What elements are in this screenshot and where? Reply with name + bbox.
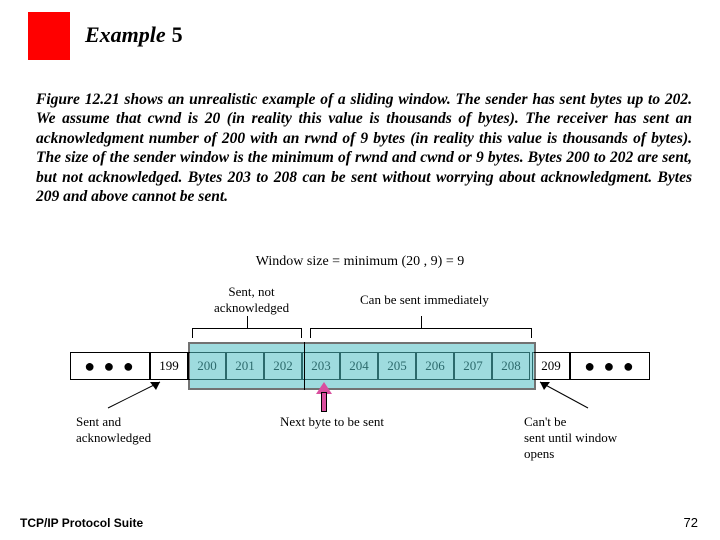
footer-source: TCP/IP Protocol Suite <box>20 516 143 530</box>
bracket-stem-1 <box>247 316 248 328</box>
window-divider <box>304 342 305 390</box>
cell-199: 199 <box>150 352 188 380</box>
body-paragraph: Figure 12.21 shows an unrealistic exampl… <box>36 90 692 206</box>
cell-200: 200 <box>188 352 226 380</box>
cell-206: 206 <box>416 352 454 380</box>
label-next-byte: Next byte to be sent <box>280 414 384 430</box>
cell-204: 204 <box>340 352 378 380</box>
sliding-window-diagram: Window size = minimum (20 , 9) = 9 Sent,… <box>70 254 650 484</box>
cell-208: 208 <box>492 352 530 380</box>
cell-left-edge: ● ● ● <box>70 352 150 380</box>
bracket-can-be-sent <box>310 328 532 338</box>
bracket-sent-not-ack <box>192 328 302 338</box>
accent-block <box>28 12 70 60</box>
arrow-cant-send <box>530 380 600 414</box>
byte-row: ● ● ● 199 200 201 202 203 204 205 206 20… <box>70 352 650 380</box>
cell-201: 201 <box>226 352 264 380</box>
page-number: 72 <box>684 515 698 530</box>
label-can-be-sent: Can be sent immediately <box>360 292 489 308</box>
title-label: Example <box>85 22 166 47</box>
cell-209: 209 <box>532 352 570 380</box>
label-sent-not-ack: Sent, not acknowledged <box>214 284 289 316</box>
arrow-sent-ack <box>100 380 170 414</box>
arrow-shaft <box>321 392 327 412</box>
cell-right-edge: ● ● ● <box>570 352 650 380</box>
label-cant-send: Can't be sent until window opens <box>524 414 617 462</box>
slide-title: Example5 <box>85 22 183 48</box>
cell-205: 205 <box>378 352 416 380</box>
window-size-label: Window size = minimum (20 , 9) = 9 <box>70 254 650 270</box>
dots-right: ● ● ● <box>584 356 636 377</box>
dots-left: ● ● ● <box>84 356 136 377</box>
arrow-next-byte <box>316 382 332 412</box>
cell-202: 202 <box>264 352 302 380</box>
cell-207: 207 <box>454 352 492 380</box>
title-number: 5 <box>172 22 183 47</box>
bracket-stem-2 <box>421 316 422 328</box>
cell-203: 203 <box>302 352 340 380</box>
label-sent-ack: Sent and acknowledged <box>76 414 151 446</box>
